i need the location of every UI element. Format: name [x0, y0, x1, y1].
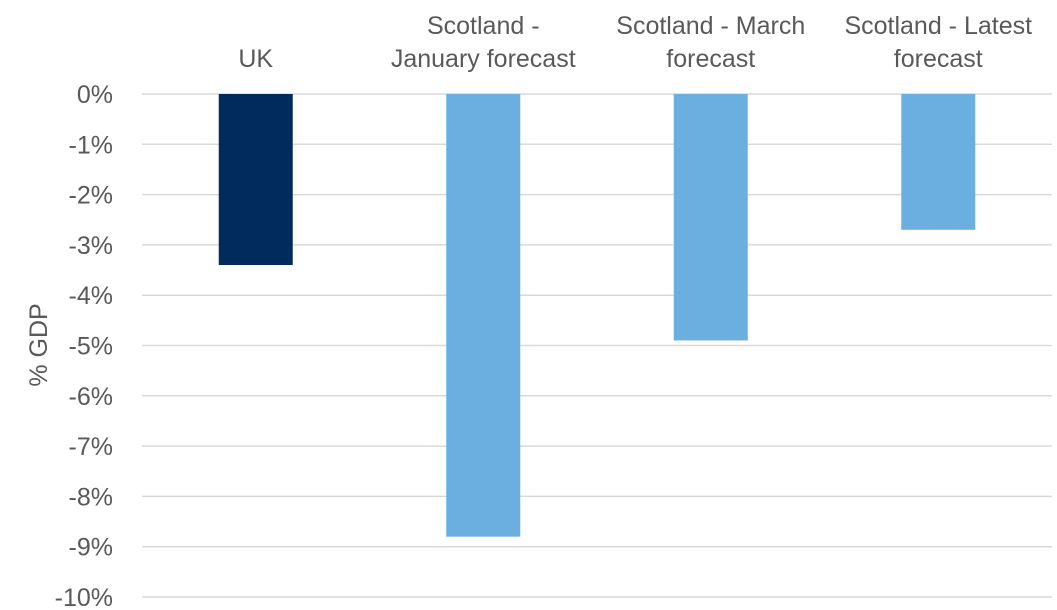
- y-tick-label: -1%: [69, 131, 113, 159]
- y-axis-tick-labels: 0% -1% -2% -3% -4% -5% -6% -7% -8% -9% -10%: [55, 81, 113, 610]
- y-axis-title: % GDP: [25, 303, 53, 386]
- category-label: Scotland - March forecast: [616, 12, 805, 73]
- y-tick-label: -5%: [69, 333, 113, 361]
- y-tick-label: -10%: [55, 584, 113, 610]
- category-label: UK: [238, 45, 273, 73]
- y-tick-label: -6%: [69, 383, 113, 411]
- y-tick-label: -8%: [69, 483, 113, 511]
- category-label: Scotland - Latest forecast: [844, 12, 1032, 73]
- y-tick-label: -2%: [69, 182, 113, 210]
- category-labels: UK Scotland -January forecast Scotland - M…: [238, 12, 1032, 73]
- category-label: Scotland -January forecast: [391, 12, 576, 73]
- y-tick-label: -7%: [69, 433, 113, 461]
- y-tick-label: -3%: [69, 232, 113, 260]
- bar: [901, 94, 976, 230]
- bars: [218, 94, 976, 537]
- gridlines: [142, 93, 1052, 598]
- y-tick-label: 0%: [77, 81, 113, 109]
- y-tick-label: -9%: [69, 534, 113, 562]
- y-tick-label: -4%: [69, 282, 113, 310]
- bar: [673, 94, 748, 341]
- bar: [446, 94, 521, 537]
- bar: [218, 94, 293, 266]
